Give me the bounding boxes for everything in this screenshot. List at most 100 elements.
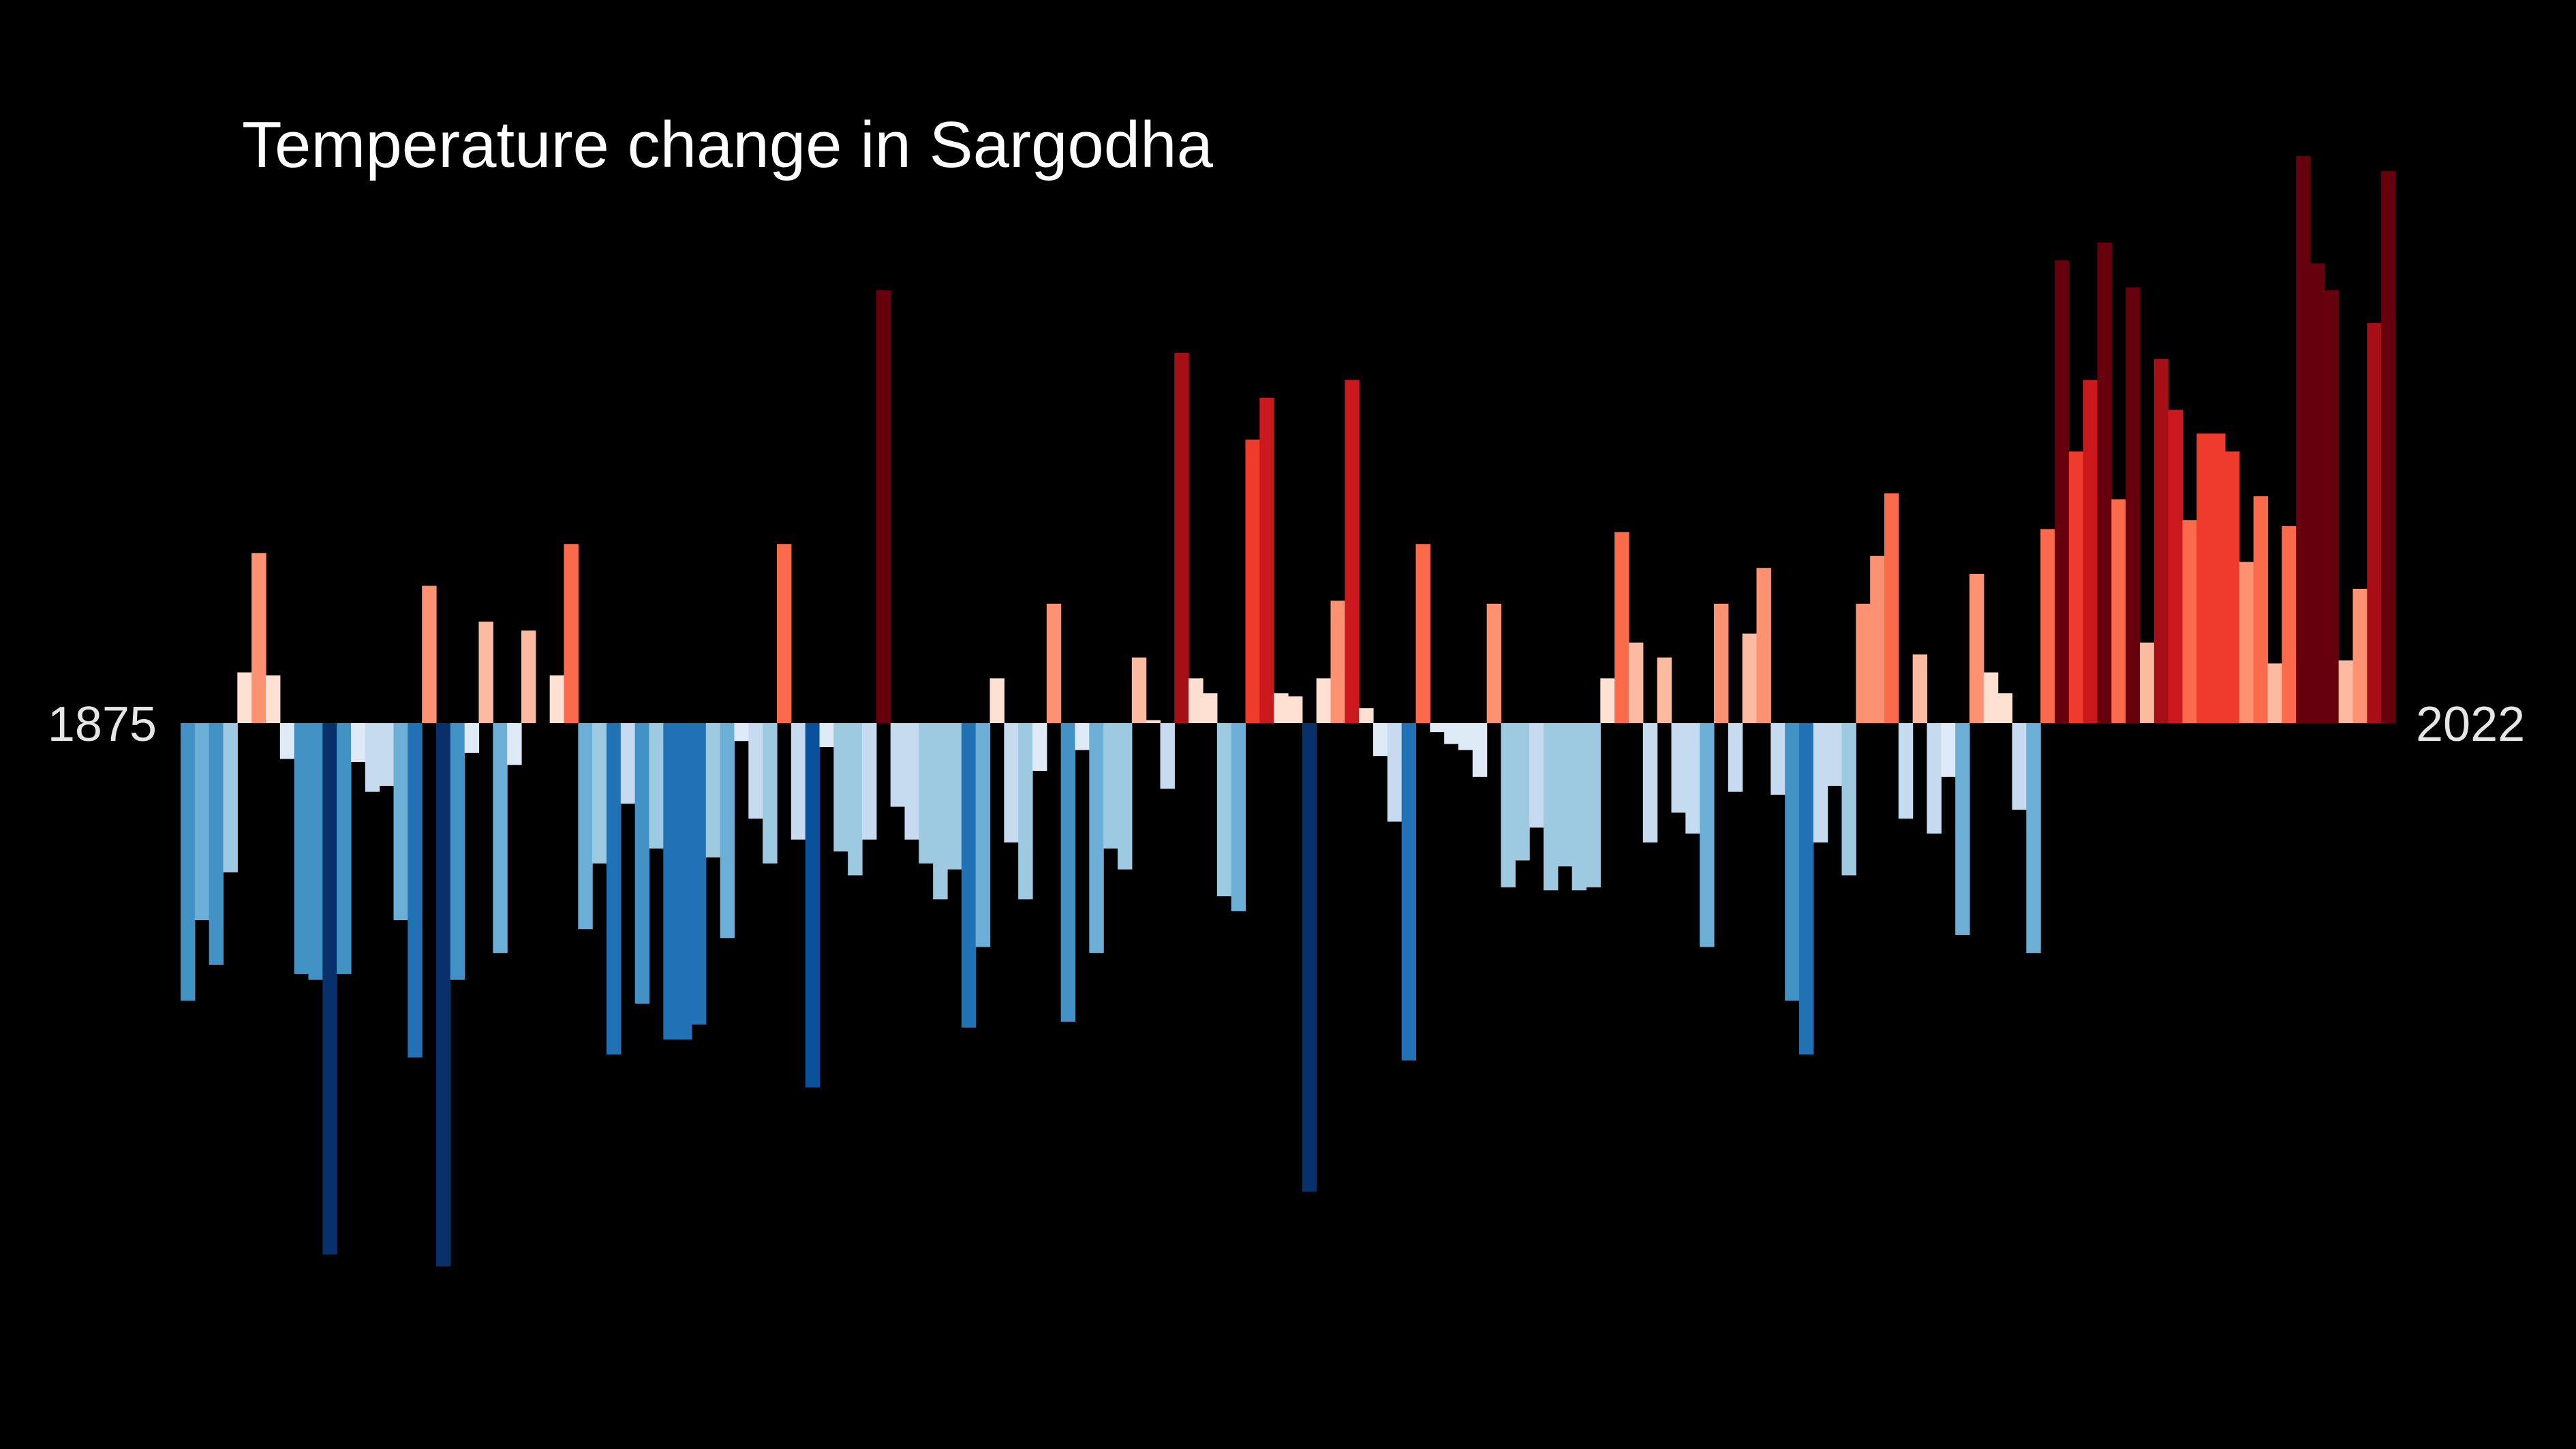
bar-1937 [1060,723,1076,1022]
bar-1914 [734,723,749,742]
bar-1962 [1415,544,1430,723]
bar-1909 [663,723,678,1040]
bar-1965 [1458,723,1473,750]
bar-1952 [1274,693,1289,723]
bar-2022 [2267,663,2282,723]
start-year-label: 1875 [48,697,157,752]
bar-1923 [862,723,877,840]
bar-1957 [1345,380,1360,723]
bar-1966 [1472,723,1488,777]
bar-1971 [1544,723,1559,891]
bar-1974 [1586,723,1601,887]
bar-1999 [1941,723,1956,777]
bar-2005 [2026,723,2041,954]
bar-1976 [1614,532,1629,723]
bar-1963 [1430,723,1445,733]
bar-2020 [2239,562,2254,723]
bar-1881 [266,675,281,723]
bar-2012 [2126,287,2141,723]
bar-1930 [961,723,977,1028]
bar-1970 [1529,723,1544,828]
bar-1882 [279,723,295,759]
bar-1968 [1501,723,1516,887]
bar-1897 [493,723,508,954]
bar-1949 [1231,723,1246,911]
bar-1955 [1316,678,1332,723]
bar-1983 [1714,603,1729,723]
bar-1977 [1629,642,1644,723]
bar-1889 [379,723,395,786]
bar-2013 [2140,642,2155,723]
bar-1919 [805,723,821,1088]
bar-2019 [2225,451,2240,723]
bar-1926 [904,723,919,840]
bar-2029 [2367,323,2382,724]
bar-1918 [791,723,806,840]
bar-1944 [1160,723,1175,789]
bar-1893 [436,723,451,1267]
bar-2021 [2253,496,2269,723]
bar-1904 [592,723,607,864]
bar-1942 [1131,657,1147,723]
bar-1913 [720,723,735,939]
bar-1991 [1827,723,1843,786]
bar-1890 [393,723,408,921]
bar-1878 [223,723,238,872]
bar-1981 [1685,723,1700,834]
end-year-label: 2022 [2416,697,2525,752]
bar-1895 [464,723,480,753]
bar-1938 [1075,723,1090,750]
bar-1876 [194,723,210,921]
bar-1996 [1898,723,1914,819]
bar-1995 [1884,493,1899,723]
bar-1956 [1330,600,1345,723]
bar-1992 [1841,723,1856,876]
bar-1877 [209,723,224,965]
bar-2027 [2338,660,2354,723]
bar-2028 [2352,588,2367,723]
bar-1969 [1515,723,1530,861]
bar-1986 [1756,568,1771,723]
bar-2015 [2168,410,2183,723]
chart-title: Temperature change in Sargodha [242,108,1214,181]
bar-2025 [2310,263,2325,724]
bar-2003 [1997,693,2013,723]
bar-1951 [1259,397,1274,723]
bar-1875 [181,723,196,1001]
bar-1948 [1216,723,1232,897]
bar-1908 [649,723,664,849]
bar-1973 [1571,723,1587,891]
bar-1964 [1444,723,1459,744]
bar-1945 [1174,352,1189,723]
bar-1960 [1387,723,1402,822]
bar-1880 [251,553,266,723]
bar-1936 [1046,603,1062,723]
bar-1972 [1557,723,1573,867]
bar-1932 [990,678,1005,723]
bar-1982 [1700,723,1715,947]
bar-1899 [521,630,536,723]
bar-1984 [1728,723,1743,792]
bar-2009 [2083,380,2098,723]
bar-2016 [2182,520,2197,723]
bar-1907 [634,723,650,1004]
bar-1939 [1089,723,1104,954]
bar-1941 [1118,723,1133,870]
bar-1902 [564,544,579,723]
bar-1885 [322,723,337,1255]
bar-1920 [819,723,834,748]
bar-2008 [2068,451,2084,723]
bar-1959 [1373,723,1388,757]
bar-1879 [237,672,252,723]
bar-1912 [705,723,721,858]
bar-1910 [677,723,692,1040]
bar-1953 [1288,696,1303,723]
bar-1988 [1785,723,1800,1001]
bar-1901 [549,675,565,723]
bar-2011 [2111,499,2126,723]
bar-2023 [2282,525,2297,723]
bar-1946 [1189,678,1203,723]
bar-1888 [365,723,380,792]
